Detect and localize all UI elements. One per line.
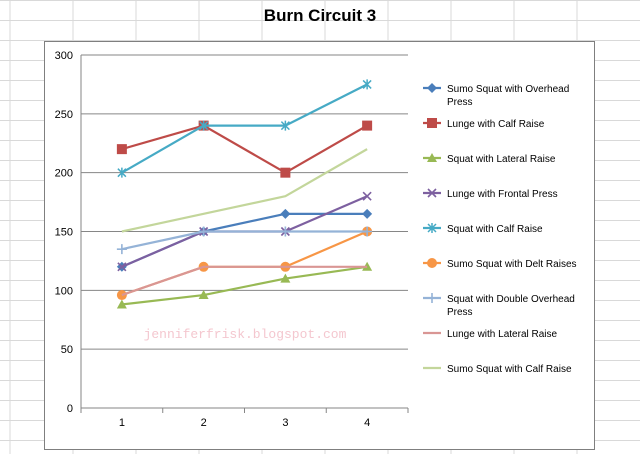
- x-tick-label: 2: [201, 417, 207, 429]
- legend-label: Sumo Squat with Delt Raises: [447, 259, 577, 270]
- legend-entry: Sumo Squat with Delt Raises: [423, 258, 577, 270]
- data-point: [198, 226, 209, 237]
- series-group: [117, 79, 372, 178]
- data-point: [362, 208, 373, 219]
- y-tick-label: 0: [67, 403, 73, 415]
- series-group: [121, 265, 368, 297]
- legend-label: Squat with Calf Raise: [447, 224, 543, 235]
- data-point: [280, 120, 290, 131]
- legend-label: Sumo Squat with Calf Raise: [447, 364, 572, 375]
- x-tick-label: 3: [282, 417, 288, 429]
- series-group: [116, 208, 373, 272]
- legend-entry: Lunge with Frontal Press: [423, 188, 558, 200]
- data-point: [427, 223, 437, 233]
- data-point: [427, 188, 437, 198]
- data-point: [116, 144, 127, 155]
- legend-entry: Sumo Squat with Calf Raise: [423, 364, 572, 375]
- legend-entry: Squat with Lateral Raise: [423, 153, 556, 165]
- data-point: [427, 118, 437, 128]
- legend-entry: Lunge with Lateral Raise: [423, 329, 558, 340]
- data-point: [362, 120, 373, 131]
- data-point: [427, 258, 437, 268]
- y-tick-label: 250: [55, 109, 73, 121]
- legend-entry: Sumo Squat with Overhead Press: [423, 83, 569, 108]
- x-tick-label: 4: [364, 417, 370, 429]
- data-point: [427, 293, 437, 303]
- y-tick-label: 50: [61, 344, 73, 356]
- series-line: [121, 83, 368, 174]
- data-point: [199, 120, 209, 131]
- data-point: [280, 226, 291, 237]
- data-point: [427, 153, 437, 162]
- y-tick-label: 100: [55, 285, 73, 297]
- legend-label: Lunge with Lateral Raise: [447, 329, 558, 340]
- legend-label: Squat with Lateral Raise: [447, 154, 556, 165]
- chart-svg: 0 50 100 150 200 250 300 1 2 3 4 jenniferfrisk.blog…: [55, 50, 577, 429]
- series-line: [121, 265, 368, 297]
- legend-label: Sumo Squat with Overhead: [447, 84, 569, 95]
- series-group: [116, 261, 373, 309]
- data-point: [427, 83, 437, 93]
- legend-label: Lunge with Frontal Press: [447, 189, 558, 200]
- y-tick-label: 150: [55, 227, 73, 239]
- legend-label: Press: [447, 97, 473, 108]
- series-group: [121, 148, 368, 233]
- legend-label: Lunge with Calf Raise: [447, 119, 545, 130]
- data-point: [362, 226, 373, 237]
- series-group: [116, 226, 373, 301]
- data-point: [116, 244, 127, 255]
- series-line: [121, 230, 368, 251]
- chart-title: Burn Circuit 3: [263, 6, 377, 25]
- data-point: [280, 208, 291, 219]
- legend-label: Squat with Double Overhead: [447, 294, 575, 305]
- data-point: [117, 167, 127, 178]
- data-point: [362, 79, 372, 90]
- data-point: [116, 299, 127, 309]
- series-line: [121, 148, 368, 233]
- watermark: jenniferfrisk.blogspot.com: [144, 327, 347, 342]
- legend-entry: Lunge with Calf Raise: [423, 118, 545, 130]
- legend-label: Press: [447, 307, 473, 318]
- y-tick-label: 300: [55, 50, 73, 62]
- data-point: [362, 191, 372, 201]
- data-point: [117, 262, 127, 272]
- legend-entry: Squat with Calf Raise: [423, 223, 543, 235]
- series-line: [121, 124, 368, 174]
- x-tick-label: 1: [119, 417, 125, 429]
- data-point: [280, 273, 291, 283]
- data-point: [280, 167, 291, 178]
- series-group: [116, 226, 373, 255]
- data-point: [198, 290, 209, 300]
- legend-entry: Squat with Double Overhead Press: [423, 293, 575, 318]
- chart-area[interactable]: 0 50 100 150 200 250 300 1 2 3 4 jenniferfrisk.blog…: [44, 41, 595, 450]
- y-tick-label: 200: [55, 168, 73, 180]
- series-line: [121, 265, 368, 306]
